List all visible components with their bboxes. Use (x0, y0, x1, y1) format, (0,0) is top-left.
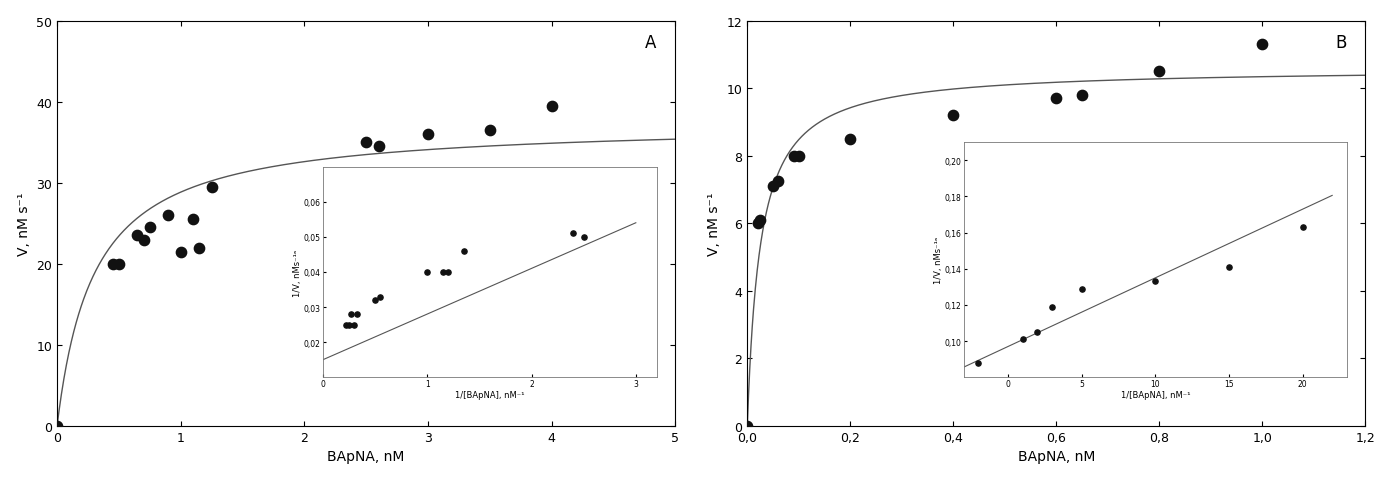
Point (416, 131, 438, 139)
Y-axis label: V, nM s⁻¹: V, nM s⁻¹ (707, 192, 721, 255)
Text: B: B (1335, 34, 1347, 52)
Point (1070, 92, 1093, 100)
Point (46, 422, 68, 430)
Y-axis label: V, nM s⁻¹: V, nM s⁻¹ (17, 192, 31, 255)
Point (746, 220, 768, 228)
Point (157, 212, 180, 219)
Point (188, 244, 210, 252)
Point (749, 216, 771, 224)
Text: A: A (646, 34, 657, 52)
Point (540, 103, 562, 110)
Point (942, 112, 965, 120)
Point (761, 183, 784, 191)
Point (132, 236, 155, 244)
Point (367, 143, 390, 151)
Point (839, 136, 862, 144)
Point (139, 224, 161, 232)
Point (107, 261, 129, 268)
Point (380, 180, 402, 187)
Point (788, 153, 810, 160)
X-axis label: BApNA, nM: BApNA, nM (1018, 449, 1096, 463)
Point (767, 178, 789, 186)
X-axis label: BApNA, nM: BApNA, nM (327, 449, 405, 463)
Point (102, 261, 124, 268)
Point (1251, 41, 1274, 49)
Point (355, 139, 377, 147)
Point (200, 183, 223, 191)
Point (782, 153, 805, 160)
Point (127, 232, 149, 240)
Point (170, 248, 192, 256)
Point (1148, 68, 1171, 76)
Point (1045, 96, 1068, 103)
Point (182, 216, 205, 224)
Point (736, 422, 759, 430)
Point (479, 127, 501, 135)
